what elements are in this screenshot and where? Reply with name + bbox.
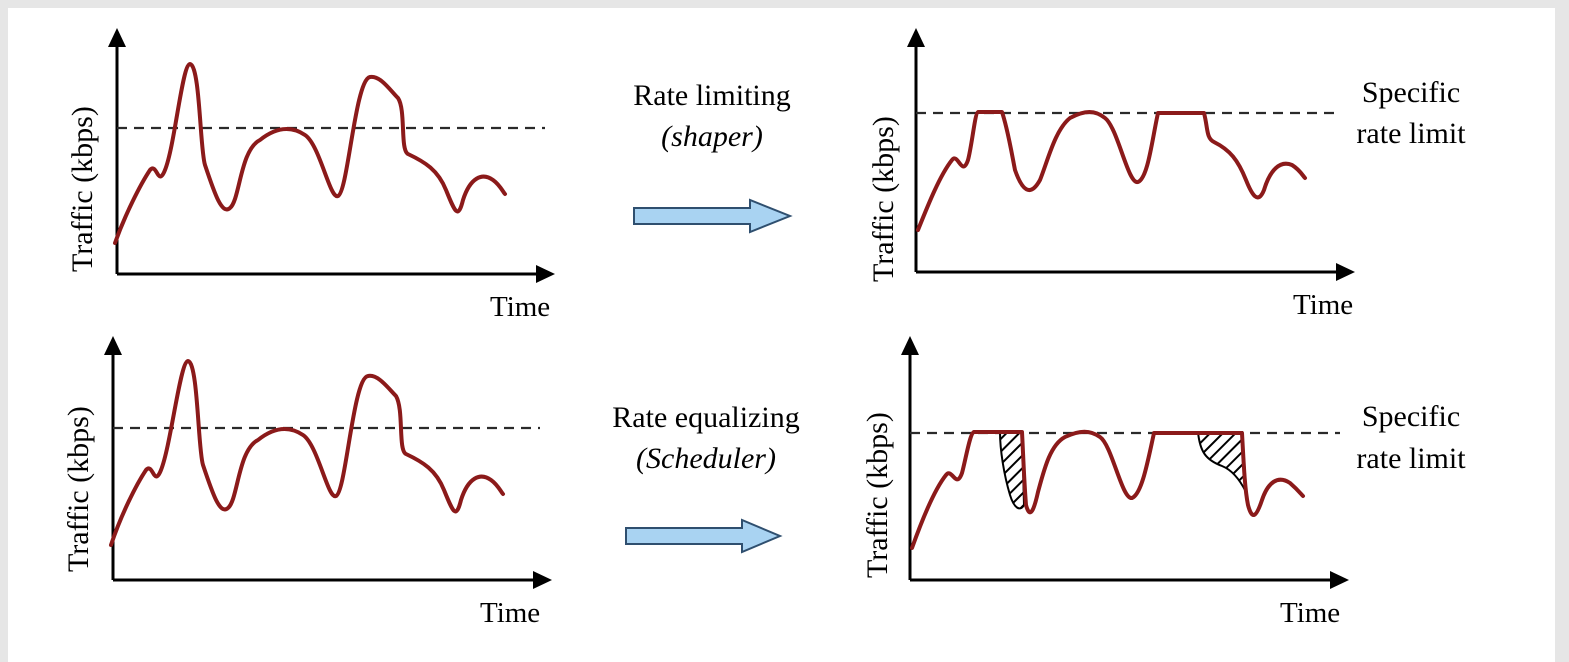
- x-axis: [117, 265, 555, 283]
- caption-shaper: (shaper): [661, 120, 763, 153]
- rate-limit-label-line2: rate limit: [1356, 442, 1466, 475]
- y-axis-label: Traffic (kbps): [861, 412, 894, 578]
- x-axis: [916, 263, 1355, 281]
- caption-rate-equalizing: Rate equalizing: [612, 401, 799, 434]
- y-axis-label: Traffic (kbps): [867, 116, 900, 282]
- y-axis-label: Traffic (kbps): [66, 106, 99, 272]
- right-arrow-icon: [625, 518, 783, 554]
- bottom-transform: Rate equalizing (Scheduler): [612, 401, 800, 554]
- caption-rate-limiting: Rate limiting: [633, 79, 791, 112]
- rate-limit-label-line2: rate limit: [1356, 117, 1466, 150]
- traffic-curve: [113, 62, 507, 245]
- chart-limited-top: Traffic (kbps) Time Specific rate limit: [867, 28, 1466, 321]
- chart-equalized-bottom: Traffic (kbps) Time Specific rate limit: [861, 336, 1466, 629]
- buffered-traffic-region-1: [998, 431, 1026, 510]
- y-axis-label: Traffic (kbps): [62, 406, 95, 572]
- x-axis-label: Time: [1280, 597, 1340, 629]
- traffic-curve: [910, 429, 1305, 550]
- buffered-traffic-region-2: [1196, 431, 1247, 493]
- top-transform: Rate limiting (shaper): [633, 79, 793, 234]
- y-axis: [907, 28, 925, 272]
- x-axis-label: Time: [480, 597, 540, 629]
- chart-original-bottom: Traffic (kbps) Time: [62, 336, 552, 629]
- x-axis: [910, 571, 1349, 589]
- chart-original-top: Traffic (kbps) Time: [66, 28, 555, 323]
- y-axis: [901, 336, 919, 580]
- rate-limit-label-line1: Specific: [1362, 400, 1460, 433]
- traffic-curve: [916, 110, 1307, 232]
- x-axis: [113, 571, 552, 589]
- rate-limit-label-line1: Specific: [1362, 76, 1460, 109]
- caption-scheduler: (Scheduler): [636, 442, 776, 475]
- figure-panel: [8, 8, 1555, 662]
- x-axis-label: Time: [1293, 289, 1353, 321]
- x-axis-label: Time: [490, 291, 550, 323]
- traffic-curve: [109, 359, 505, 547]
- right-arrow-icon: [633, 198, 793, 234]
